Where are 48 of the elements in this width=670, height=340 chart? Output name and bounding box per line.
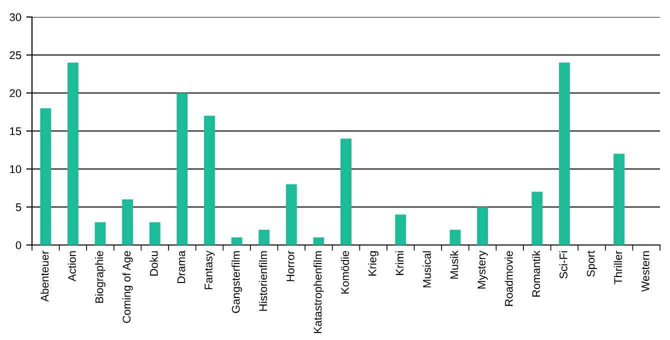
bar: [450, 230, 461, 245]
bar: [286, 184, 297, 245]
bar: [149, 222, 160, 245]
x-tick-label: Historienfilm: [258, 251, 268, 311]
x-tick-label: Musik: [450, 250, 458, 279]
x-tick-label: Western: [642, 251, 650, 292]
x-tick-label: Mystery: [478, 250, 488, 289]
y-tick-label: 30: [10, 13, 22, 22]
bar: [176, 93, 188, 245]
bar: [532, 192, 543, 245]
bar: [558, 62, 570, 245]
x-tick-label: Sci-Fi: [559, 251, 568, 278]
x-tick-label: Sport: [586, 250, 597, 277]
x-tick-label: Gangsterfilm: [232, 251, 242, 313]
bar: [67, 62, 78, 245]
x-tick-label: Krimi: [395, 251, 404, 275]
bar: [614, 154, 625, 245]
x-tick-label: Roadmovie: [504, 251, 513, 306]
bar: [94, 222, 106, 245]
y-tick-label: 0: [16, 241, 22, 250]
x-tick-label: Horror: [286, 250, 294, 282]
bar: [204, 116, 215, 245]
bar: [340, 138, 352, 245]
x-tick-label: Krieg: [368, 251, 378, 276]
x-tick-label: Abenteuer: [40, 250, 49, 302]
x-tick-label: Romantik: [532, 250, 540, 297]
x-tick-label: Doku: [150, 251, 158, 276]
bar: [258, 230, 270, 245]
x-tick-label: Thriller: [614, 250, 622, 284]
x-tick-label: Coming of Age: [122, 251, 133, 323]
y-tick-label: 15: [10, 127, 22, 136]
y-tick-label: 25: [10, 51, 22, 60]
x-tick-label: Action: [68, 251, 76, 282]
bar: [231, 237, 242, 245]
x-tick-label: Katastrophenfilm: [314, 251, 324, 334]
x-tick-label: Drama: [177, 250, 186, 283]
x-tick-label: Musical: [422, 251, 431, 288]
bar: [40, 108, 52, 245]
y-tick-label: 20: [10, 89, 22, 98]
x-tick-label: Fantasy: [204, 250, 215, 290]
x-tick-label: Komödie: [340, 251, 349, 294]
bar: [313, 237, 324, 245]
bar: [477, 207, 488, 245]
x-tick-label: Biographie: [95, 251, 106, 303]
bar: [122, 199, 134, 245]
bar: [395, 214, 406, 245]
y-tick-label: 5: [16, 203, 22, 212]
y-tick-label: 10: [10, 165, 22, 174]
